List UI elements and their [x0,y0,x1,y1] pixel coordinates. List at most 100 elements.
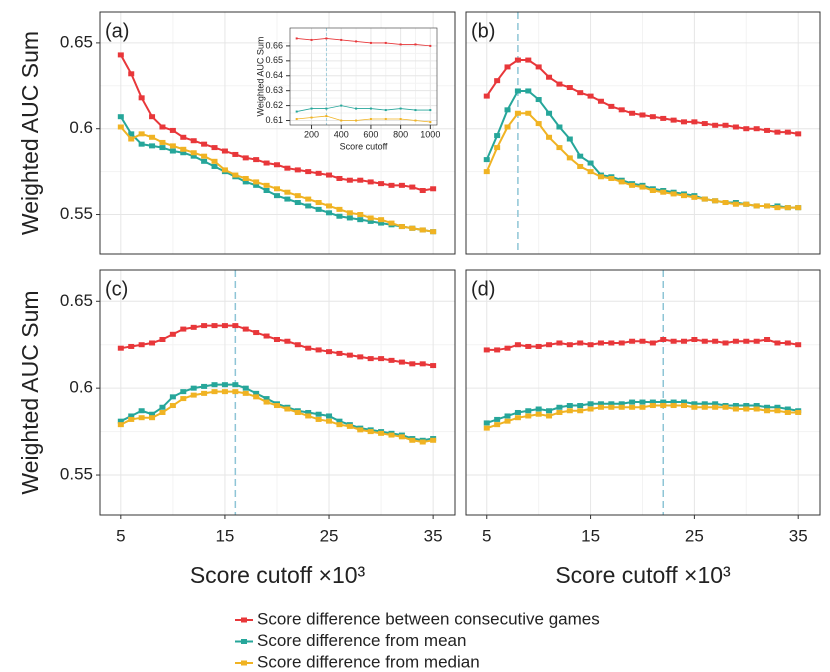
data-point [774,408,781,414]
data-point [378,181,385,187]
x-axis-label: Score cutoff ×10³ [555,562,731,588]
data-point [315,170,322,176]
data-point [357,217,364,223]
data-point [388,432,395,438]
data-point [346,210,353,216]
data-point [273,337,280,343]
data-point [597,340,604,346]
data-point [384,109,387,112]
data-point [764,203,771,209]
x-tick-label: 25 [685,526,704,545]
data-point [221,323,228,329]
data-point [429,44,432,47]
data-point [587,401,594,407]
data-point [618,401,625,407]
data-point [340,119,343,122]
data-point [649,340,656,346]
data-point [494,347,501,353]
data-point [336,422,343,428]
data-point [138,342,145,348]
data-point [138,131,145,137]
panel-background [466,12,820,254]
panel-background [466,270,820,515]
data-point [639,399,646,405]
data-point [326,172,333,178]
y-axis-label: Weighted AUC Sum [255,37,265,117]
legend-swatch [241,639,247,644]
data-point [712,198,719,204]
data-point [305,196,312,202]
data-point [504,64,511,70]
panel-label: (c) [105,278,128,300]
data-point [712,401,719,407]
y-axis-label: Weighted AUC Sum [17,290,43,494]
data-point [504,413,511,419]
data-point [525,57,532,63]
data-point [355,40,358,43]
data-point [169,331,176,337]
panel-border [99,269,456,516]
x-tick-label: 35 [789,526,808,545]
legend-swatch [241,660,247,666]
data-point [712,122,719,128]
data-point [691,401,698,407]
data-point [117,52,124,58]
data-point [546,110,553,116]
data-point [722,200,729,206]
legend-swatch [241,617,247,623]
data-point [535,64,542,70]
data-point [494,422,501,428]
data-point [201,141,208,147]
data-point [326,418,333,424]
data-point [242,390,249,396]
data-point [169,148,176,154]
data-point [409,184,416,190]
data-point [525,88,532,94]
data-point [221,382,228,388]
data-point [483,347,490,353]
data-point [514,57,521,63]
data-point [201,153,208,159]
data-point [325,115,328,118]
data-point [774,404,781,410]
data-point [577,408,584,414]
data-point [201,158,208,164]
data-point [419,227,426,233]
data-point [294,193,301,199]
data-point [369,118,372,121]
data-point [180,134,187,140]
data-point [159,139,166,145]
data-point [743,403,750,409]
data-point [546,74,553,80]
data-point [399,118,402,121]
data-point [310,116,313,119]
data-point [190,385,197,391]
data-point [629,399,636,405]
data-point [743,201,750,207]
data-point [242,326,249,332]
data-point [774,129,781,135]
data-point [597,98,604,104]
data-point [701,338,708,344]
y-tick-label: 0.66 [265,40,283,50]
data-point [149,411,156,417]
data-point [149,340,156,346]
data-point [577,340,584,346]
data-point [587,160,594,166]
data-point [670,191,677,197]
data-point [764,127,771,133]
data-point [367,218,374,224]
data-point [388,182,395,188]
data-point [180,150,187,156]
data-point [315,200,322,206]
data-point [128,131,135,137]
data-point [399,107,402,110]
data-point [774,205,781,211]
data-point [618,340,625,346]
data-point [357,177,364,183]
data-point [325,107,328,110]
data-point [701,401,708,407]
data-point [253,182,260,188]
data-point [221,167,228,173]
